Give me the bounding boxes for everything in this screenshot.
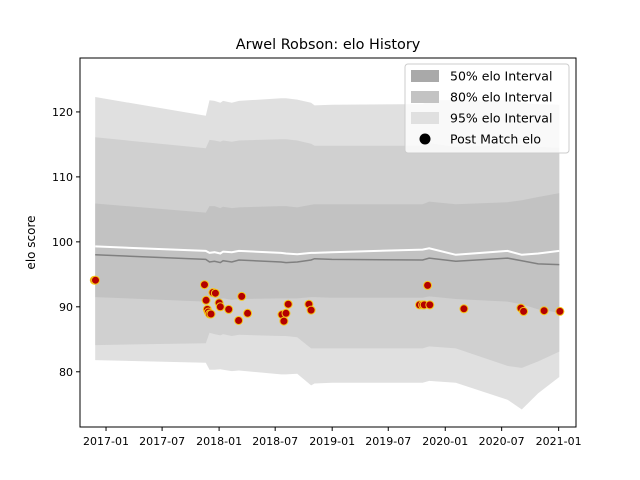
post-match-point [306, 305, 316, 315]
post-match-point [210, 288, 220, 298]
axes-frame [79, 57, 577, 428]
post-match-point [539, 306, 549, 316]
post-match-point [555, 306, 565, 316]
post-match-point [423, 280, 433, 290]
x-tick-label: 2018-01 [196, 435, 242, 448]
x-tick-label: 2017-01 [83, 435, 129, 448]
legend-label: 95% elo Interval [450, 111, 552, 126]
upper-elo-line [95, 245, 560, 256]
x-tick-label: 2018-07 [252, 435, 298, 448]
post-match-point [519, 306, 529, 316]
x-tick-label: 2021-01 [536, 435, 582, 448]
post-match-point [91, 275, 100, 285]
y-axis-label: elo score [24, 215, 38, 269]
post-match-point [237, 291, 247, 301]
x-tick-label: 2019-07 [365, 435, 411, 448]
y-axis-ticks: 80 90 100 110 120 [52, 106, 80, 379]
legend-box [404, 63, 570, 154]
post-match-point [200, 280, 209, 290]
post-match-point [281, 308, 291, 318]
legend-swatch [411, 112, 439, 124]
chart-title: Arwel Robson: elo History [236, 37, 421, 53]
post-match-point [206, 309, 216, 319]
post-match-points [89, 275, 565, 326]
x-tick-label: 2020-07 [479, 435, 525, 448]
x-axis-ticks: 2017-01 2017-07 2018-01 2018-07 2019-01 2019-… [83, 427, 582, 448]
y-tick-label: 80 [59, 366, 73, 379]
legend-marker [419, 133, 431, 145]
mean-elo-line [95, 254, 560, 266]
legend-swatch [411, 91, 439, 103]
post-match-point [234, 316, 244, 325]
post-match-point [201, 295, 211, 305]
post-match-point [283, 299, 293, 309]
post-match-point [224, 304, 234, 314]
post-match-point [459, 304, 469, 314]
x-tick-label: 2019-01 [309, 435, 355, 448]
legend-swatch [411, 70, 439, 82]
post-match-point [279, 316, 289, 326]
post-match-point [425, 300, 435, 310]
legend-label: 50% elo Interval [450, 69, 552, 84]
x-tick-label: 2017-07 [139, 435, 185, 448]
legend-label: Post Match elo [450, 132, 541, 147]
legend: 50% elo Interval 80% elo Interval 95% elo … [404, 63, 570, 154]
y-tick-label: 110 [52, 171, 73, 184]
post-match-point [215, 302, 225, 312]
elo-lines [95, 245, 560, 266]
x-tick-label: 2020-01 [422, 435, 468, 448]
legend-label: 80% elo Interval [450, 90, 552, 105]
post-match-point [243, 308, 253, 318]
y-tick-label: 100 [52, 236, 73, 249]
y-tick-label: 120 [52, 106, 73, 119]
y-tick-label: 90 [59, 301, 73, 314]
